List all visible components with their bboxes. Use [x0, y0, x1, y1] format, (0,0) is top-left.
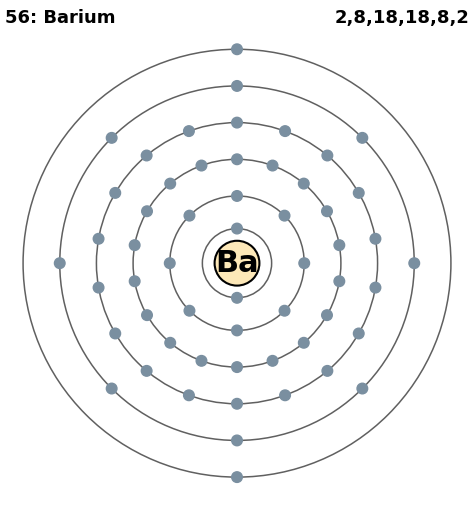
Circle shape — [267, 355, 278, 366]
Circle shape — [279, 305, 290, 316]
Circle shape — [322, 150, 333, 161]
Circle shape — [196, 160, 207, 171]
Text: Ba: Ba — [215, 249, 259, 278]
Circle shape — [183, 126, 194, 136]
Circle shape — [106, 132, 117, 143]
Circle shape — [232, 325, 242, 336]
Circle shape — [129, 276, 140, 286]
Circle shape — [334, 240, 345, 250]
Circle shape — [142, 310, 152, 320]
Circle shape — [322, 206, 332, 216]
Circle shape — [110, 187, 120, 198]
Circle shape — [354, 328, 364, 339]
Circle shape — [357, 132, 368, 143]
Circle shape — [129, 240, 140, 250]
Circle shape — [196, 355, 207, 366]
Circle shape — [232, 191, 242, 201]
Circle shape — [232, 362, 242, 372]
Circle shape — [141, 150, 152, 161]
Circle shape — [280, 390, 291, 401]
Circle shape — [165, 337, 175, 348]
Text: 56: Barium: 56: Barium — [5, 9, 115, 27]
Circle shape — [142, 206, 152, 216]
Circle shape — [299, 258, 310, 268]
Text: 2,8,18,18,8,2: 2,8,18,18,8,2 — [334, 9, 469, 27]
Circle shape — [299, 178, 309, 189]
Circle shape — [370, 233, 381, 244]
Circle shape — [334, 276, 345, 286]
Circle shape — [370, 282, 381, 293]
Circle shape — [280, 126, 291, 136]
Circle shape — [184, 305, 195, 316]
Circle shape — [232, 224, 242, 234]
Circle shape — [232, 293, 242, 303]
Circle shape — [55, 258, 65, 268]
Circle shape — [164, 258, 175, 268]
Circle shape — [232, 435, 242, 446]
Circle shape — [93, 282, 104, 293]
Circle shape — [357, 383, 368, 394]
Circle shape — [106, 383, 117, 394]
Circle shape — [184, 210, 195, 221]
Circle shape — [232, 399, 242, 409]
Circle shape — [299, 337, 309, 348]
Circle shape — [232, 472, 242, 483]
Circle shape — [110, 328, 120, 339]
Circle shape — [322, 366, 333, 376]
Circle shape — [141, 366, 152, 376]
Circle shape — [215, 241, 259, 286]
Circle shape — [232, 117, 242, 128]
Circle shape — [232, 44, 242, 55]
Circle shape — [165, 178, 175, 189]
Circle shape — [267, 160, 278, 171]
Circle shape — [232, 81, 242, 91]
Circle shape — [232, 154, 242, 165]
Circle shape — [354, 187, 364, 198]
Circle shape — [322, 310, 332, 320]
Circle shape — [279, 210, 290, 221]
Circle shape — [93, 233, 104, 244]
Circle shape — [183, 390, 194, 401]
Circle shape — [409, 258, 419, 268]
